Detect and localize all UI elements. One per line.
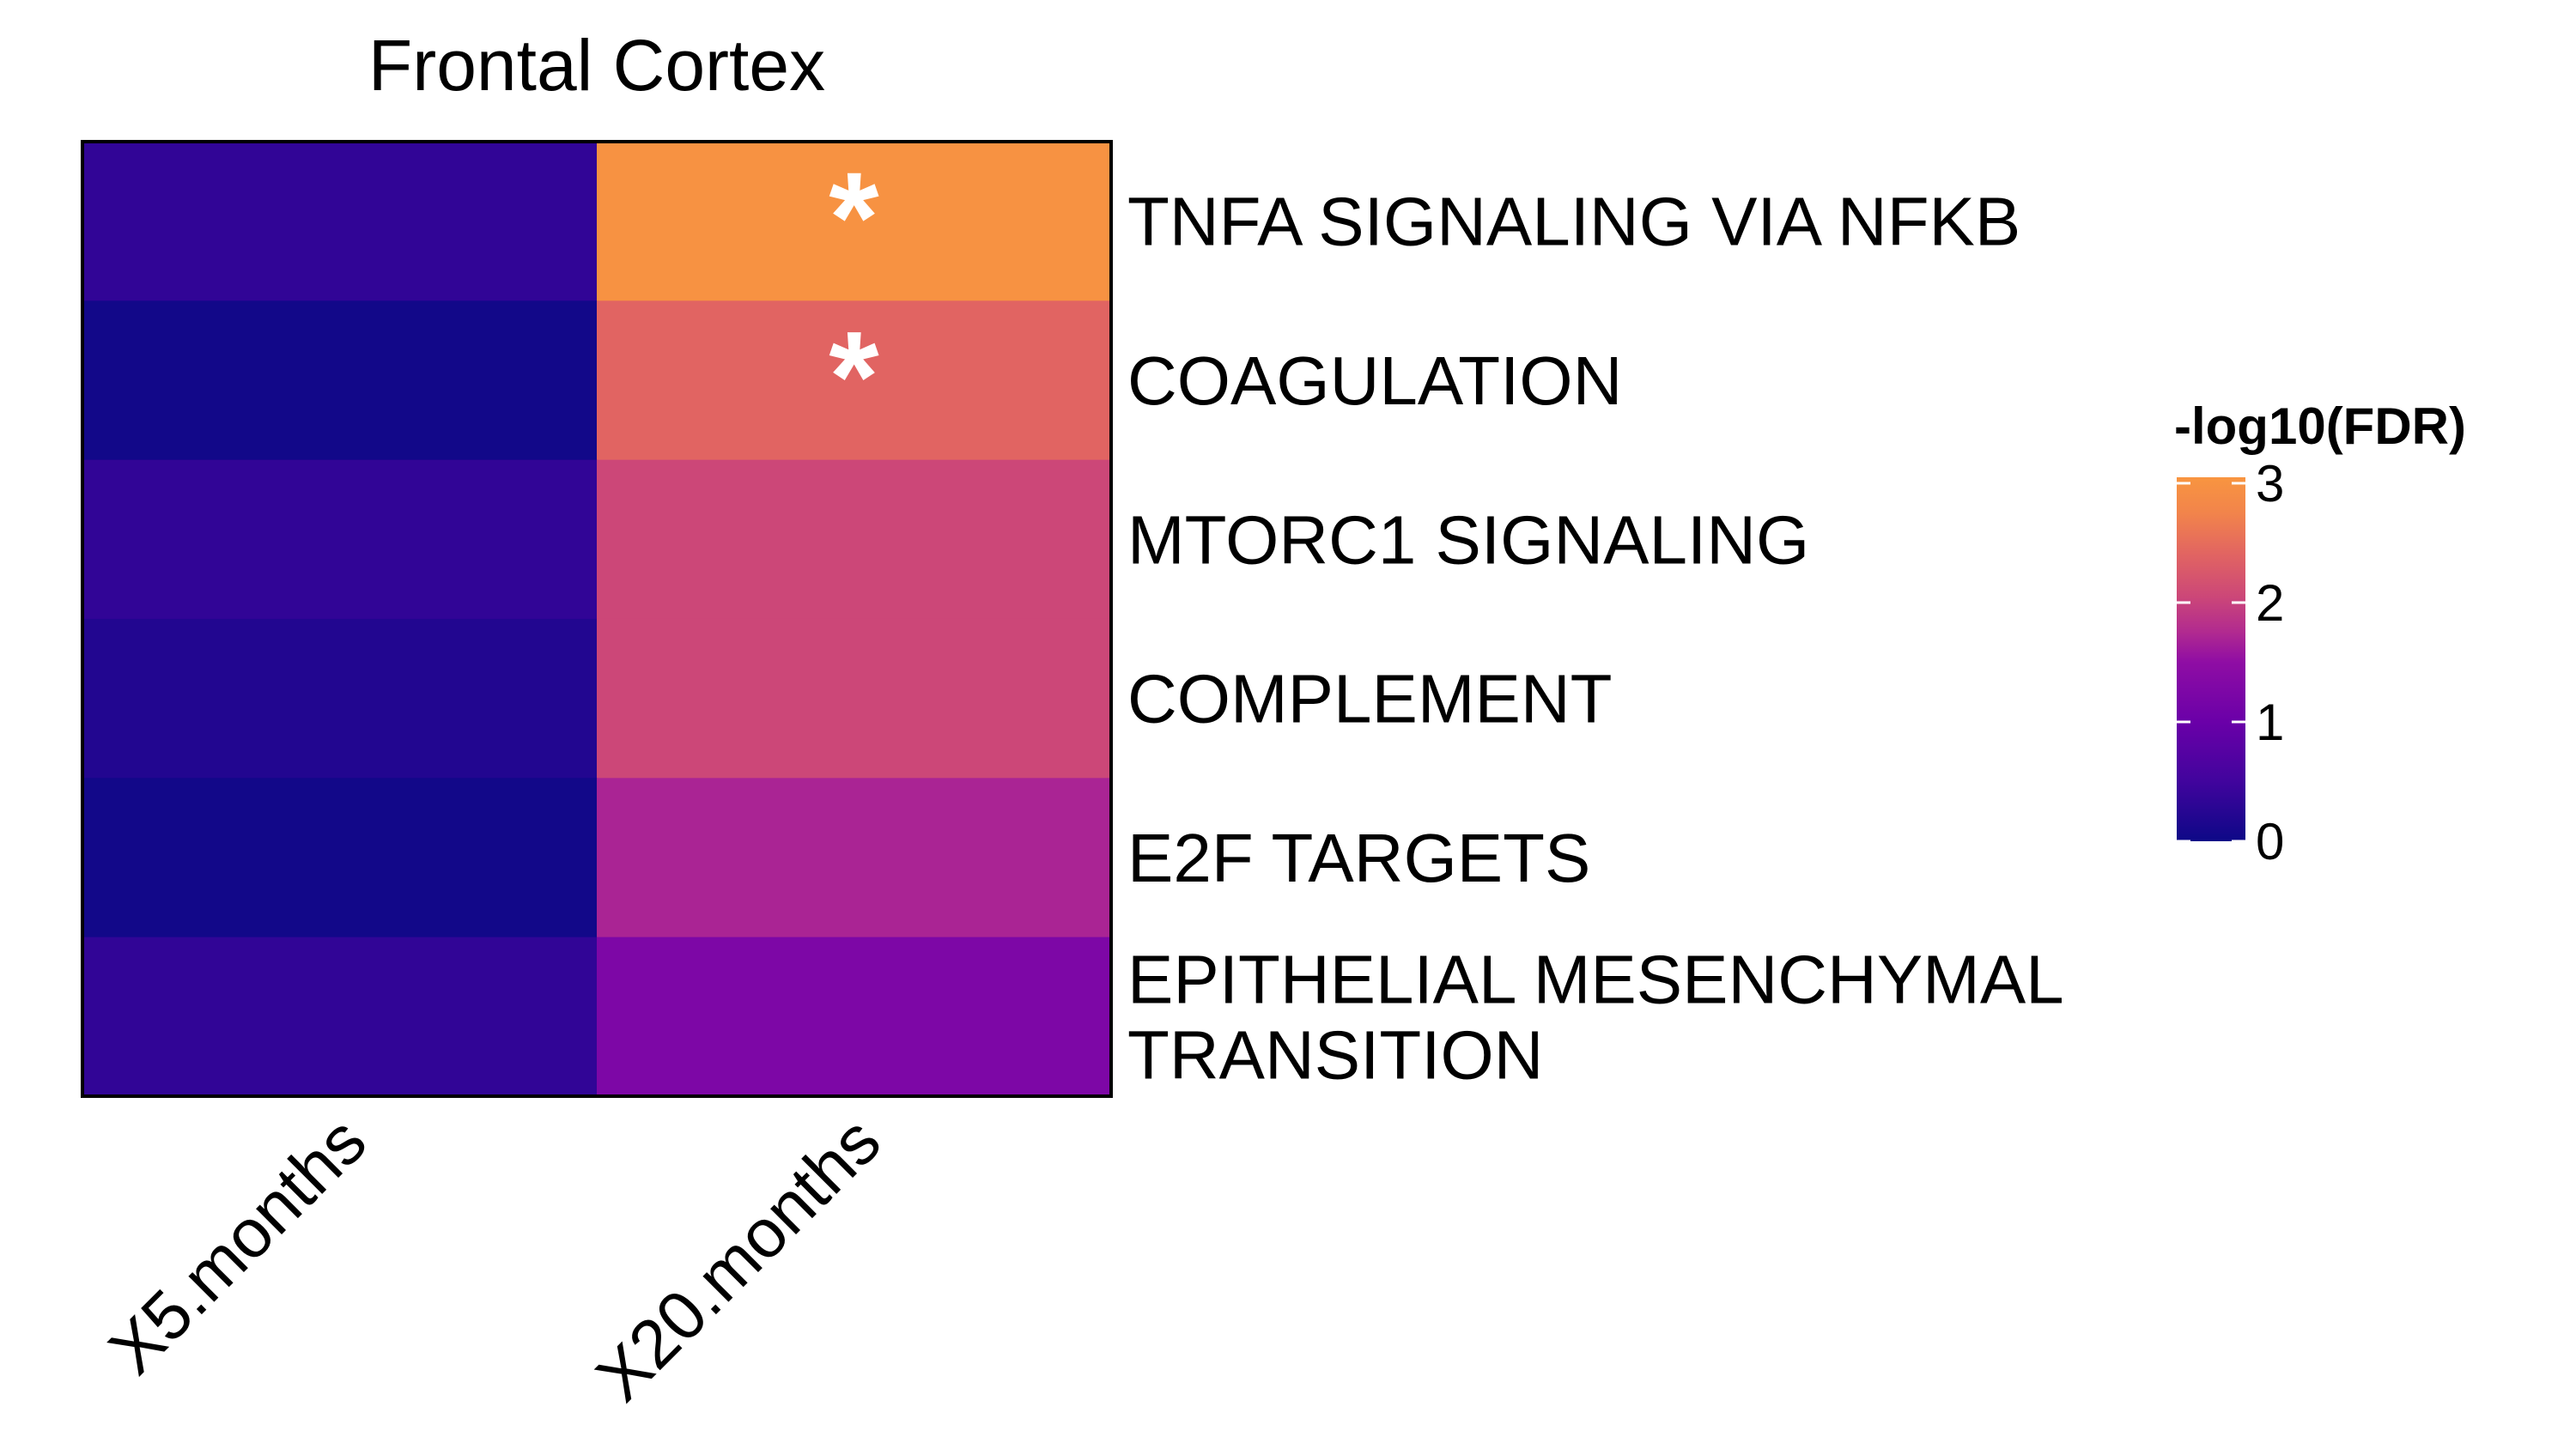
significance-star: * xyxy=(829,145,879,289)
legend-tick-label: 0 xyxy=(2256,813,2284,870)
legend-tick-label: 1 xyxy=(2256,694,2284,751)
row-label: MTORC1 SIGNALING xyxy=(1127,501,1809,578)
legend-tick-label: 3 xyxy=(2256,455,2284,512)
row-label: COAGULATION xyxy=(1127,343,1622,419)
heatmap-cell xyxy=(82,142,598,301)
heatmap-cell xyxy=(597,300,1112,461)
significance-star: * xyxy=(829,304,879,448)
heatmap-cell xyxy=(82,618,598,779)
row-label: COMPLEMENT xyxy=(1127,661,1613,737)
row-label: TRANSITION xyxy=(1127,1016,1543,1093)
row-label: TNFA SIGNALING VIA NFKB xyxy=(1127,184,2020,260)
row-labels: TNFA SIGNALING VIA NFKB COAGULATION MTORC1… xyxy=(1127,184,2064,1094)
heatmap-cell xyxy=(597,459,1112,620)
heatmap-cell xyxy=(82,300,598,461)
legend-ticks: 0 1 2 3 xyxy=(2177,455,2284,870)
row-label: E2F TARGETS xyxy=(1127,820,1590,896)
legend-tick-label: 2 xyxy=(2256,574,2284,632)
column-label: X5.months xyxy=(94,1102,380,1388)
heatmap-border xyxy=(81,140,1113,1098)
heatmap-cells xyxy=(82,142,1112,1097)
legend-title: -log10(FDR) xyxy=(2174,397,2466,455)
column-labels: X5.months X20.months xyxy=(94,1102,895,1416)
heatmap-cell xyxy=(82,778,598,938)
legend-colorbar xyxy=(2177,477,2245,841)
heatmap-cell xyxy=(597,618,1112,779)
significance-markers: ** xyxy=(829,145,879,448)
heatmap-cell xyxy=(597,142,1112,301)
heatmap-cell xyxy=(82,459,598,620)
row-label: EPITHELIAL MESENCHYMAL xyxy=(1127,941,2064,1017)
heatmap-cell xyxy=(597,937,1112,1097)
heatmap-cell xyxy=(82,937,598,1097)
chart-title: Frontal Cortex xyxy=(368,25,825,106)
column-label: X20.months xyxy=(581,1102,895,1416)
heatmap-cell xyxy=(597,778,1112,938)
